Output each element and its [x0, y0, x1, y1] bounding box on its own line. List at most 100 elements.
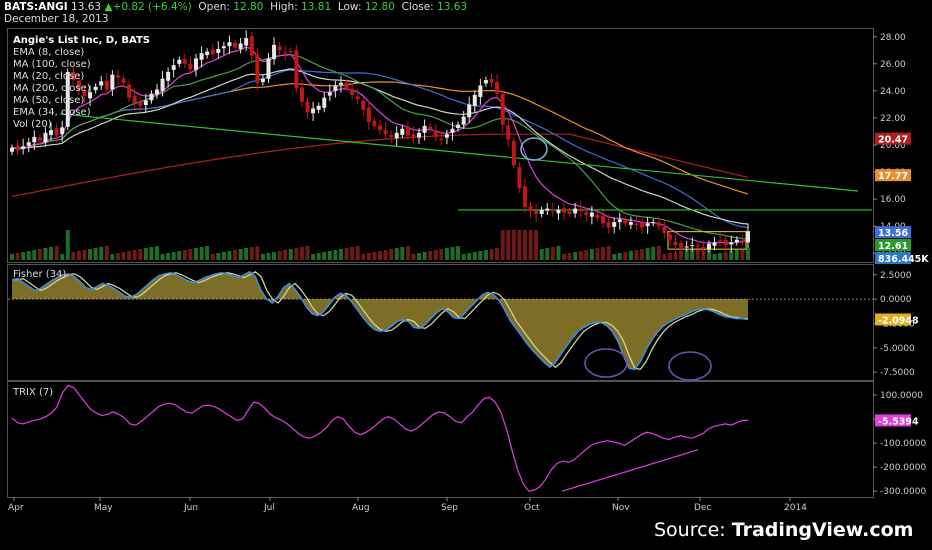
- volume-bar: [160, 254, 165, 260]
- price-change: +0.82 (+6.4%): [112, 1, 192, 13]
- volume-bar: [272, 252, 277, 260]
- candle-body: [311, 108, 316, 114]
- candle-body: [383, 130, 388, 135]
- volume-bar: [338, 249, 343, 260]
- legend-ema34[interactable]: EMA (34, close): [13, 107, 91, 118]
- trix-tick-label: -200.0000: [880, 463, 926, 473]
- price-panel[interactable]: [10, 30, 872, 260]
- source-brand[interactable]: TradingView.com: [731, 519, 914, 541]
- candle-body: [283, 52, 288, 54]
- volume-bar: [456, 246, 461, 260]
- volume-bar: [71, 252, 76, 260]
- volume-bar: [227, 251, 232, 260]
- volume-bar: [690, 249, 695, 260]
- volume-bar: [37, 249, 42, 260]
- volume-bar: [578, 251, 583, 260]
- candle-body: [734, 239, 739, 243]
- legend-ma200[interactable]: MA (200, close): [13, 83, 91, 94]
- fisher-label[interactable]: Fisher (34): [13, 269, 66, 280]
- candle-body: [110, 74, 115, 90]
- volume-bar: [43, 248, 48, 260]
- candle-body: [706, 243, 711, 250]
- candle-body: [205, 51, 210, 56]
- legend-ma20[interactable]: MA (20, close): [13, 71, 84, 82]
- volume-bar: [601, 247, 606, 260]
- fisher-low-ellipse-2: [668, 351, 712, 381]
- candle-body: [21, 146, 26, 150]
- ma50-line: [11, 69, 749, 229]
- x-tick-label: May: [94, 503, 113, 513]
- trix-last-tag-text: -5.5394: [878, 416, 919, 427]
- candle-body: [333, 85, 338, 91]
- candle-body: [595, 214, 600, 219]
- volume-bar: [539, 249, 544, 260]
- trix-panel[interactable]: [11, 384, 749, 492]
- volume-bar: [573, 252, 578, 260]
- candle-body: [316, 105, 321, 110]
- high-label: High:: [270, 1, 298, 13]
- indicator-legend: Angie's List Inc, D, BATS EMA (8, close)…: [13, 35, 150, 130]
- candle-body: [444, 134, 449, 138]
- source-prefix: Source:: [654, 519, 732, 541]
- volume-bar: [305, 246, 310, 260]
- volume-bar: [667, 253, 672, 260]
- legend-ma50[interactable]: MA (50, close): [13, 95, 84, 106]
- volume-bar: [684, 250, 689, 260]
- open-label: Open:: [198, 1, 230, 13]
- candle-body: [489, 78, 494, 83]
- candle-body: [221, 46, 226, 49]
- candle-body: [478, 85, 483, 97]
- volume-bar: [154, 246, 159, 260]
- fisher-last-tag: -2.0948: [875, 313, 919, 326]
- legend-title: Angie's List Inc, D, BATS: [13, 35, 150, 46]
- candle-body: [550, 209, 555, 212]
- candle-body: [171, 65, 176, 70]
- price-tag-3-bg: [875, 238, 911, 251]
- candle-body: [288, 50, 293, 52]
- price-tick-label: 26.00: [880, 60, 906, 70]
- candle-body: [327, 92, 332, 96]
- volume-bar: [651, 247, 656, 260]
- bar-date: December 18, 2013: [4, 13, 109, 25]
- trix-panel-frame: [7, 381, 874, 498]
- x-tick-label: Jul: [263, 503, 275, 513]
- candle-body: [667, 234, 672, 240]
- candle-body: [338, 82, 343, 85]
- volume-bar: [428, 251, 433, 260]
- trix-label[interactable]: TRIX (7): [12, 387, 53, 398]
- volume-bar: [255, 246, 260, 260]
- symbol[interactable]: BATS:ANGI: [4, 1, 68, 13]
- fisher-area: [12, 271, 748, 370]
- ma200-line: [11, 133, 749, 197]
- volume-bar: [316, 253, 321, 260]
- volume-bar: [383, 250, 388, 260]
- volume-bar: [405, 246, 410, 260]
- trix-tick-label: 100.0000: [880, 391, 923, 401]
- close-value: 13.63: [437, 1, 468, 13]
- candle-body: [723, 239, 728, 246]
- candle-body: [60, 127, 65, 135]
- legend-vol[interactable]: Vol (20): [13, 119, 52, 130]
- candle-body: [350, 88, 355, 95]
- volume-bar: [656, 246, 661, 260]
- volume-bar: [355, 246, 360, 260]
- fisher-trigger-line: [12, 271, 748, 371]
- price-tag-1-bg: [875, 169, 911, 182]
- volume-bar: [389, 249, 394, 260]
- trix-last-tag-bg: [875, 414, 911, 427]
- volume-bar: [695, 248, 700, 260]
- volume-bar: [294, 248, 299, 260]
- fisher-panel[interactable]: [8, 270, 873, 381]
- legend-ema8[interactable]: EMA (8, close): [13, 47, 84, 58]
- legend-ma100[interactable]: MA (100, close): [13, 59, 91, 70]
- fisher-last-tag-text: -2.0948: [878, 315, 919, 326]
- volume-bar: [567, 253, 572, 260]
- volume-bar: [21, 252, 26, 260]
- candle-body: [506, 125, 511, 140]
- candle-body: [188, 63, 193, 70]
- price-tag-0-bg: [875, 132, 911, 145]
- candle-body: [322, 97, 327, 108]
- candle-body: [361, 101, 366, 110]
- candle-body: [372, 120, 377, 127]
